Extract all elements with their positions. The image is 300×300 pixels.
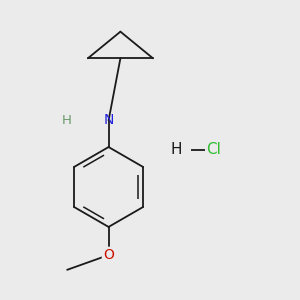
Text: H: H [62,114,72,127]
Text: H: H [171,142,182,158]
Text: Cl: Cl [206,142,221,158]
Text: O: O [103,248,114,262]
Text: N: N [103,113,114,128]
